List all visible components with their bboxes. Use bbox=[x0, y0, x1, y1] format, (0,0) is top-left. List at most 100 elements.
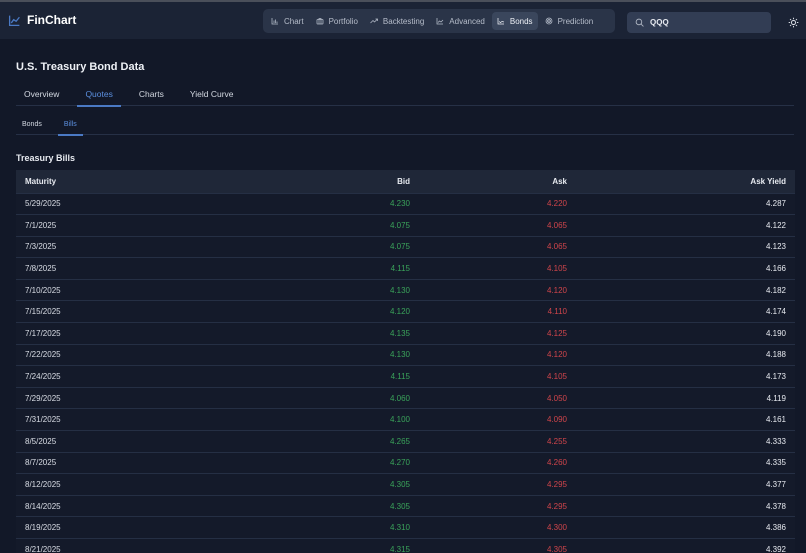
target-icon bbox=[545, 17, 552, 25]
cell-bid: 4.115 bbox=[390, 372, 410, 382]
cell-bid: 4.270 bbox=[389, 458, 410, 468]
cell-bid: 4.100 bbox=[389, 415, 410, 425]
table-row[interactable]: 8/21/2025 4.315 4.305 4.392 bbox=[16, 538, 795, 553]
cell-yield: 4.173 bbox=[765, 372, 786, 382]
top-header: FinChart Chart Portfolio Backtesting Adv… bbox=[0, 2, 806, 39]
nav-item-advanced[interactable]: Advanced bbox=[431, 12, 490, 30]
cell-maturity: 8/5/2025 bbox=[25, 436, 57, 446]
cell-bid: 4.075 bbox=[389, 220, 410, 230]
tab-overview[interactable]: Overview bbox=[24, 89, 60, 99]
column-header-ask[interactable]: Ask bbox=[552, 176, 567, 186]
table-row[interactable]: 7/10/2025 4.130 4.120 4.182 bbox=[16, 279, 795, 301]
logo[interactable]: FinChart bbox=[8, 13, 76, 27]
cell-bid: 4.310 bbox=[389, 523, 410, 533]
nav-label: Backtesting bbox=[382, 16, 425, 26]
cell-maturity: 7/10/2025 bbox=[25, 285, 61, 295]
cell-maturity: 7/15/2025 bbox=[25, 307, 61, 317]
cell-yield: 4.161 bbox=[765, 415, 786, 425]
line-chart-icon bbox=[8, 15, 20, 26]
table-row[interactable]: 7/22/2025 4.130 4.120 4.188 bbox=[16, 344, 795, 366]
cell-ask: 4.305 bbox=[546, 545, 567, 553]
cell-ask: 4.090 bbox=[546, 415, 567, 425]
cell-yield: 4.287 bbox=[765, 199, 786, 209]
cell-maturity: 5/29/2025 bbox=[25, 199, 61, 209]
cell-yield: 4.190 bbox=[765, 328, 786, 338]
subtab-bills[interactable]: Bills bbox=[57, 118, 83, 136]
cell-bid: 4.060 bbox=[389, 393, 410, 403]
tab-quotes[interactable]: Quotes bbox=[77, 84, 122, 107]
table-row[interactable]: 7/3/2025 4.075 4.065 4.123 bbox=[16, 236, 795, 258]
cell-ask: 4.300 bbox=[546, 523, 567, 533]
section-title: Treasury Bills bbox=[16, 153, 76, 163]
page-title: U.S. Treasury Bond Data bbox=[16, 61, 145, 73]
table-row[interactable]: 7/24/2025 4.115 4.105 4.173 bbox=[16, 365, 795, 388]
nav-label: Advanced bbox=[449, 16, 485, 26]
cell-maturity: 8/14/2025 bbox=[25, 501, 61, 511]
main-tabs: Overview Quotes Charts Yield Curve bbox=[16, 84, 794, 107]
search-input[interactable] bbox=[650, 18, 760, 27]
cell-bid: 4.130 bbox=[389, 285, 410, 295]
briefcase-icon bbox=[316, 18, 323, 25]
nav-item-backtesting[interactable]: Backtesting bbox=[365, 12, 429, 30]
cell-yield: 4.335 bbox=[765, 458, 786, 468]
cell-ask: 4.120 bbox=[546, 285, 567, 295]
column-header-ask-yield[interactable]: Ask Yield bbox=[750, 176, 786, 186]
column-header-bid[interactable]: Bid bbox=[397, 176, 410, 186]
table-row[interactable]: 8/7/2025 4.270 4.260 4.335 bbox=[16, 452, 795, 474]
bar-chart-icon bbox=[271, 18, 278, 25]
table-row[interactable]: 8/12/2025 4.305 4.295 4.377 bbox=[16, 473, 795, 496]
cell-maturity: 7/17/2025 bbox=[25, 328, 61, 338]
cell-yield: 4.174 bbox=[765, 307, 786, 317]
table-row[interactable]: 7/17/2025 4.135 4.125 4.190 bbox=[16, 322, 795, 345]
table-row[interactable]: 8/14/2025 4.305 4.295 4.378 bbox=[16, 495, 795, 517]
cell-ask: 4.260 bbox=[546, 458, 567, 468]
cell-ask: 4.125 bbox=[546, 328, 567, 338]
nav-item-chart[interactable]: Chart bbox=[266, 12, 309, 30]
window-top-border bbox=[0, 0, 806, 2]
cell-ask: 4.120 bbox=[546, 350, 567, 360]
sub-tabs: Bonds Bills bbox=[16, 118, 794, 136]
cell-yield: 4.188 bbox=[765, 350, 786, 360]
cell-ask: 4.050 bbox=[546, 393, 567, 403]
cell-bid: 4.315 bbox=[389, 545, 410, 553]
cell-ask: 4.065 bbox=[546, 220, 567, 230]
table-row[interactable]: 7/31/2025 4.100 4.090 4.161 bbox=[16, 408, 795, 431]
cell-maturity: 8/19/2025 bbox=[25, 523, 61, 533]
cell-maturity: 7/1/2025 bbox=[25, 220, 57, 230]
nav-item-portfolio[interactable]: Portfolio bbox=[311, 12, 363, 30]
cell-maturity: 7/22/2025 bbox=[25, 350, 61, 360]
tab-yield-curve[interactable]: Yield Curve bbox=[189, 89, 234, 99]
cell-ask: 4.255 bbox=[546, 436, 567, 446]
tab-charts[interactable]: Charts bbox=[138, 89, 164, 99]
cell-maturity: 7/31/2025 bbox=[25, 415, 61, 425]
table-row[interactable]: 7/29/2025 4.060 4.050 4.119 bbox=[16, 387, 795, 409]
cell-bid: 4.305 bbox=[389, 480, 410, 490]
search-box[interactable] bbox=[627, 12, 771, 33]
table-row[interactable]: 7/8/2025 4.115 4.105 4.166 bbox=[16, 257, 795, 280]
table-row[interactable]: 7/15/2025 4.120 4.110 4.174 bbox=[16, 300, 795, 323]
cell-yield: 4.123 bbox=[765, 242, 786, 252]
cell-yield: 4.333 bbox=[765, 436, 786, 446]
nav-item-prediction[interactable]: Prediction bbox=[540, 12, 599, 30]
cell-bid: 4.120 bbox=[389, 307, 410, 317]
cell-maturity: 8/12/2025 bbox=[25, 480, 61, 490]
nav-item-bonds[interactable]: Bonds bbox=[491, 12, 538, 30]
cell-yield: 4.166 bbox=[765, 264, 786, 274]
table-row[interactable]: 7/1/2025 4.075 4.065 4.122 bbox=[16, 214, 795, 237]
table-row[interactable]: 8/19/2025 4.310 4.300 4.386 bbox=[16, 516, 795, 539]
cell-bid: 4.130 bbox=[389, 350, 410, 360]
cell-ask: 4.220 bbox=[546, 199, 567, 209]
nav-label: Prediction bbox=[557, 16, 594, 26]
table-row[interactable]: 5/29/2025 4.230 4.220 4.287 bbox=[16, 193, 795, 215]
treasury-bills-table: Maturity Bid Ask Ask Yield 5/29/2025 4.23… bbox=[16, 170, 795, 553]
table-row[interactable]: 8/5/2025 4.265 4.255 4.333 bbox=[16, 430, 795, 453]
cell-ask: 4.110 bbox=[547, 307, 567, 317]
column-header-maturity[interactable]: Maturity bbox=[25, 176, 57, 186]
sun-icon[interactable] bbox=[788, 17, 799, 28]
cell-bid: 4.075 bbox=[389, 242, 410, 252]
line-chart-icon bbox=[436, 18, 444, 25]
cell-bid: 4.135 bbox=[389, 328, 410, 338]
subtab-bonds[interactable]: Bonds bbox=[22, 121, 42, 128]
nav-label: Bonds bbox=[509, 16, 533, 26]
cell-bid: 4.115 bbox=[390, 264, 410, 274]
